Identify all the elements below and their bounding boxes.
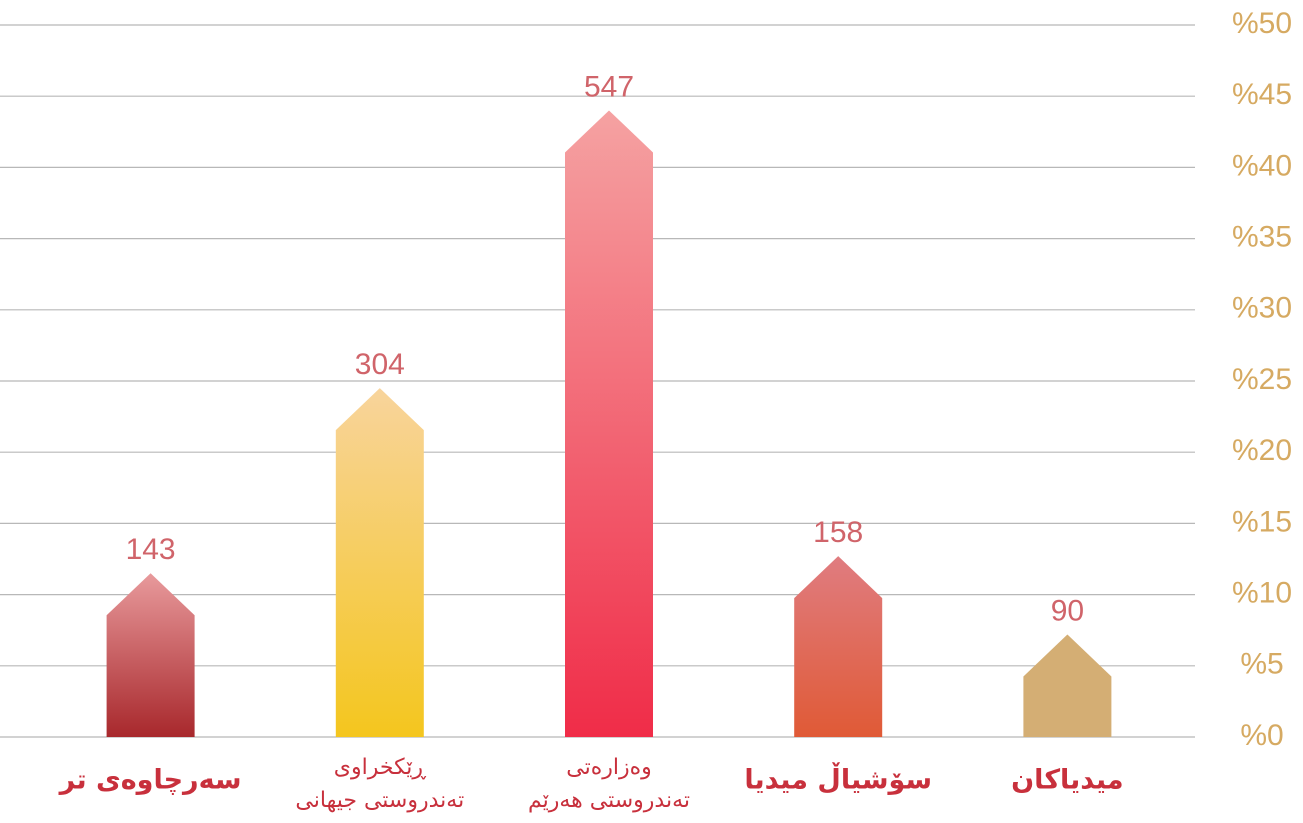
y-tick-label: %40	[1232, 149, 1292, 182]
y-tick-label: %5	[1240, 648, 1283, 681]
data-label: 158	[813, 516, 863, 549]
y-tick-label: %50	[1232, 7, 1292, 40]
bar	[794, 556, 883, 737]
x-tick-label: میدیاکان	[1011, 765, 1124, 796]
y-tick-label: %35	[1232, 221, 1292, 254]
y-tick-label: %10	[1232, 577, 1292, 610]
x-tick-label: سۆشیاڵ میدیا	[744, 762, 932, 796]
x-tick-label: سەرچاوەی تر	[58, 765, 242, 796]
bar	[565, 110, 653, 737]
data-label: 90	[1051, 594, 1084, 627]
bar	[1023, 634, 1112, 737]
x-tick-label: تەندروستی هەرێم	[528, 788, 690, 813]
data-label: 304	[355, 348, 405, 381]
y-tick-label: %25	[1232, 363, 1292, 396]
y-tick-label: %20	[1232, 434, 1292, 467]
bar	[335, 388, 424, 737]
x-tick-label: ڕێکخراوی	[334, 755, 427, 780]
bar	[106, 573, 195, 737]
y-tick-label: %45	[1232, 78, 1292, 111]
data-label: 143	[126, 533, 176, 566]
y-tick-label: %15	[1232, 505, 1292, 538]
x-tick-label: تەندروستی جیهانی	[295, 788, 464, 813]
y-tick-label: %30	[1232, 292, 1292, 325]
x-tick-label: وەزارەتی	[566, 755, 652, 780]
data-label: 547	[584, 70, 634, 103]
y-tick-label: %0	[1240, 719, 1283, 752]
